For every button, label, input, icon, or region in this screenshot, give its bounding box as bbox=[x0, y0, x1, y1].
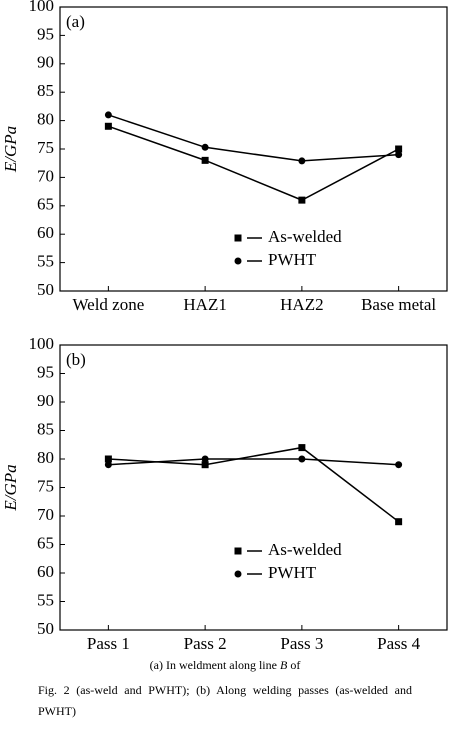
y-axis-label: E/GPa bbox=[1, 126, 20, 173]
x-tick-label: Pass 3 bbox=[280, 634, 323, 653]
y-tick-label: 90 bbox=[37, 53, 54, 72]
marker bbox=[298, 196, 306, 204]
marker bbox=[104, 111, 112, 119]
marker bbox=[201, 156, 209, 164]
series-line bbox=[108, 458, 399, 466]
marker bbox=[201, 143, 209, 151]
series-line bbox=[108, 114, 399, 162]
caption-text: (a) In weldment along line bbox=[149, 658, 280, 672]
marker bbox=[234, 547, 242, 555]
y-tick-label: 70 bbox=[37, 166, 54, 185]
marker bbox=[104, 122, 112, 130]
x-tick-label: Pass 1 bbox=[87, 634, 130, 653]
marker bbox=[234, 257, 242, 265]
y-axis-label: E/GPa bbox=[1, 464, 20, 511]
x-tick-label: Pass 2 bbox=[184, 634, 227, 653]
marker bbox=[234, 570, 242, 578]
y-tick-label: 100 bbox=[29, 0, 55, 15]
x-tick-label: Pass 4 bbox=[377, 634, 420, 653]
marker bbox=[395, 145, 403, 153]
y-tick-label: 95 bbox=[37, 24, 54, 43]
y-tick-label: 60 bbox=[37, 562, 54, 581]
caption-text: of bbox=[287, 658, 301, 672]
y-tick-label: 85 bbox=[37, 419, 54, 438]
legend-label: PWHT bbox=[268, 250, 317, 269]
marker bbox=[201, 455, 209, 463]
y-tick-label: 50 bbox=[37, 619, 54, 638]
x-tick-label: HAZ1 bbox=[183, 295, 226, 314]
marker bbox=[201, 461, 209, 469]
plot-frame bbox=[59, 344, 448, 631]
y-tick-label: 95 bbox=[37, 362, 54, 381]
x-tick-label: HAZ2 bbox=[280, 295, 323, 314]
y-tick-label: 100 bbox=[29, 334, 55, 353]
charts: 50 55 60 65 70 75 80 85 90 95 100 Weld zone HAZ1 HAZ2… bbox=[1, 0, 448, 653]
marker bbox=[298, 444, 306, 452]
legend-label: PWHT bbox=[268, 563, 317, 582]
panel-label: (a) bbox=[66, 12, 85, 31]
marker bbox=[298, 455, 306, 463]
y-tick-label: 60 bbox=[37, 223, 54, 242]
y-tick-label: 75 bbox=[37, 476, 54, 495]
y-tick-label: 55 bbox=[37, 590, 54, 609]
y-tick-label: 80 bbox=[37, 448, 54, 467]
legend-label: As-welded bbox=[268, 540, 342, 559]
series-line bbox=[108, 125, 399, 201]
marker bbox=[395, 518, 403, 526]
caption-var: B bbox=[279, 658, 288, 672]
marker bbox=[395, 461, 403, 469]
x-tick-label: Weld zone bbox=[72, 295, 144, 314]
x-tick-label: Base metal bbox=[361, 295, 436, 314]
marker bbox=[298, 157, 306, 165]
y-tick-label: 65 bbox=[37, 195, 54, 214]
y-tick-label: 80 bbox=[37, 110, 54, 129]
marker bbox=[104, 461, 112, 469]
y-tick-label: 70 bbox=[37, 505, 54, 524]
caption-text: Fig. 2 (as-weld and PWHT); (b) Along wel… bbox=[38, 683, 412, 718]
y-tick-label: 50 bbox=[37, 280, 54, 299]
y-tick-label: 75 bbox=[37, 138, 54, 157]
marker bbox=[234, 234, 242, 242]
caption-line: (a) In weldment along line B of bbox=[0, 658, 450, 673]
y-tick-label: 90 bbox=[37, 391, 54, 410]
panel-label: (b) bbox=[66, 350, 86, 369]
marker bbox=[104, 455, 112, 463]
y-tick-label: 85 bbox=[37, 81, 54, 100]
marker bbox=[395, 151, 403, 159]
y-tick-label: 55 bbox=[37, 252, 54, 271]
legend-label: As-welded bbox=[268, 227, 342, 246]
plot-frame bbox=[59, 6, 448, 292]
y-tick-label: 65 bbox=[37, 533, 54, 552]
